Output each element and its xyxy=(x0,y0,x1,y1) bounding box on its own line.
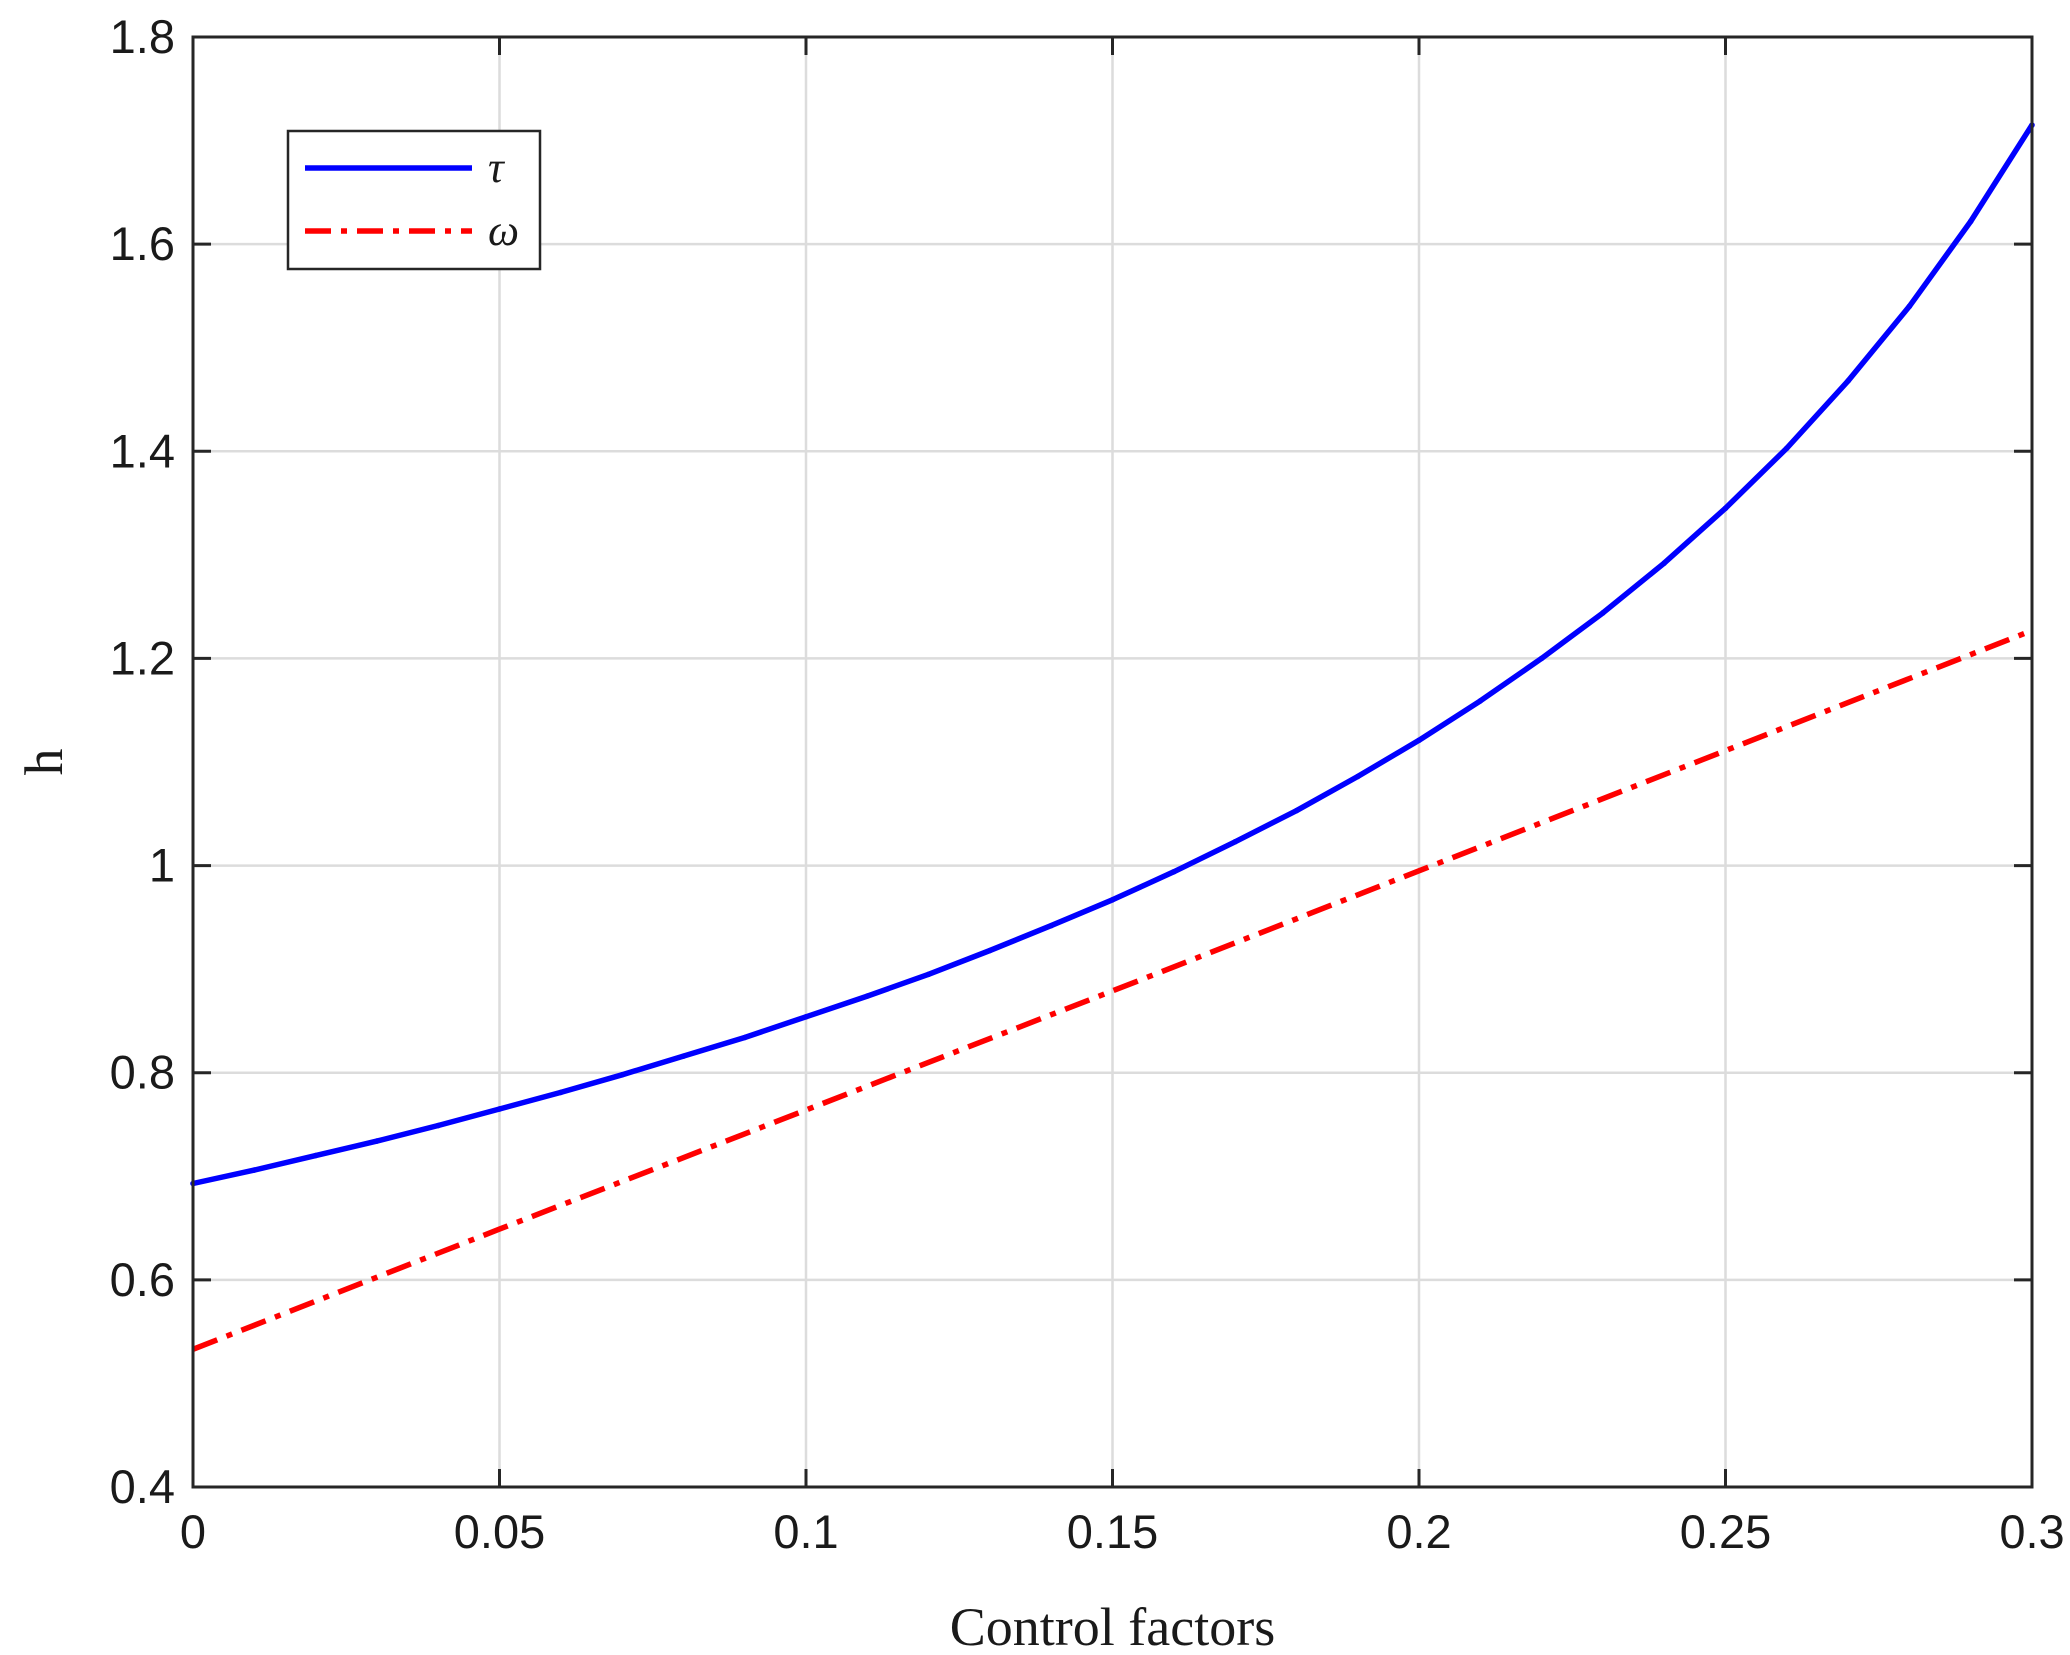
grid-lines xyxy=(193,37,2032,1487)
series-point-tau xyxy=(1906,303,1913,310)
y-tick-label: 0.8 xyxy=(110,1046,175,1099)
series-point-tau xyxy=(312,1152,319,1159)
series-point-tau xyxy=(435,1122,442,1129)
y-tick-label: 1.2 xyxy=(110,631,175,684)
x-axis-tick-labels: 0 0.05 0.1 0.15 0.2 0.25 0.3 xyxy=(180,1505,2065,1558)
x-tick-label: 0.3 xyxy=(1999,1505,2064,1558)
plot-area xyxy=(190,122,2035,1352)
series-point-tau xyxy=(741,1034,748,1041)
legend-box xyxy=(286,129,542,271)
series-point-tau xyxy=(803,1013,809,1020)
legend: τ ω xyxy=(286,129,542,271)
series-point-tau xyxy=(1109,896,1116,903)
x-tick-label: 0.15 xyxy=(1067,1505,1158,1558)
series-point-tau xyxy=(680,1053,687,1059)
series-point-tau xyxy=(1232,838,1238,845)
series-point-tau xyxy=(1416,737,1422,744)
series-point-tau xyxy=(1293,807,1300,814)
series-point-tau xyxy=(864,993,871,999)
series-point-tau xyxy=(374,1138,380,1144)
series-point-tau xyxy=(251,1167,258,1173)
x-tick-label: 0.25 xyxy=(1680,1505,1771,1558)
series-point-tau xyxy=(619,1071,625,1078)
series-point-tau xyxy=(558,1089,564,1096)
series-point-tau xyxy=(1048,922,1054,929)
series-point-tau xyxy=(1538,655,1545,662)
y-axis-tick-labels: 0.4 0.6 0.8 1 1.2 1.4 1.6 1.8 xyxy=(110,10,175,1513)
series-point-tau xyxy=(1722,505,1729,512)
y-tick-label: 0.6 xyxy=(110,1253,175,1306)
series-point-tau xyxy=(925,971,932,978)
series-point-tau xyxy=(496,1106,503,1112)
legend-label-omega: ω xyxy=(488,206,519,255)
x-axis-label: Control factors xyxy=(950,1597,1275,1655)
series-point-tau xyxy=(1477,698,1484,704)
y-axis-label: h xyxy=(14,749,74,776)
series-line-omega xyxy=(191,627,2034,1352)
x-tick-label: 0.05 xyxy=(454,1505,545,1558)
y-tick-label: 1.8 xyxy=(110,10,175,63)
y-tick-label: 1 xyxy=(149,839,175,892)
x-tick-label: 0.2 xyxy=(1386,1505,1451,1558)
series-point-tau xyxy=(1600,610,1606,616)
series-point-tau xyxy=(1967,218,1974,225)
y-tick-label: 1.4 xyxy=(110,424,175,477)
legend-label-tau: τ xyxy=(488,143,506,192)
series-point-tau xyxy=(1171,868,1177,875)
x-tick-label: 0.1 xyxy=(773,1505,838,1558)
series-point-tau xyxy=(1845,378,1851,384)
series-point-tau xyxy=(1661,560,1667,566)
axis-ticks xyxy=(191,35,2034,1489)
y-tick-label: 1.6 xyxy=(110,217,175,270)
y-tick-label: 0.4 xyxy=(110,1460,175,1513)
series-point-tau xyxy=(1784,445,1790,451)
series-point-tau xyxy=(987,947,993,954)
x-tick-label: 0 xyxy=(180,1505,206,1558)
series-point-tau xyxy=(1354,773,1361,780)
